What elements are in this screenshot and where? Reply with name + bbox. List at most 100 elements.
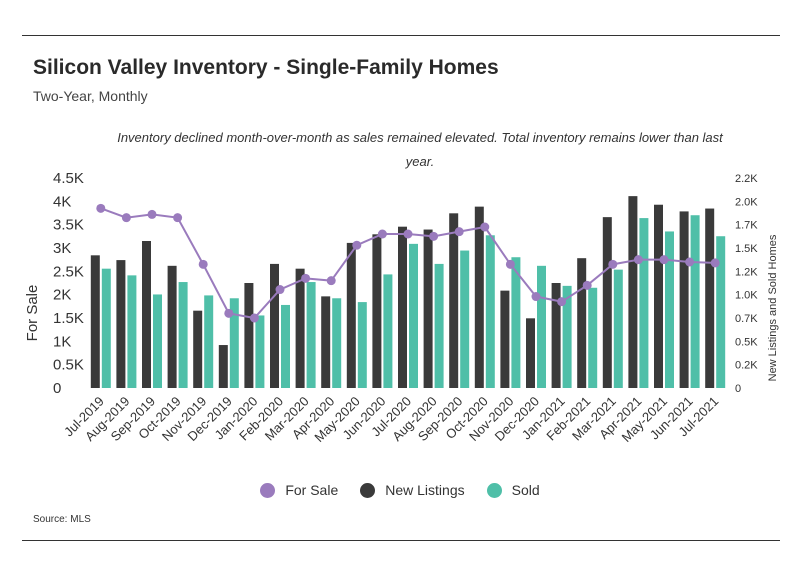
point-for-sale [531,292,541,302]
legend-item-new-listings: New Listings [360,482,465,498]
bar-new-listings [423,229,433,388]
bar-sold [613,269,623,388]
bar-sold [332,298,342,388]
y-tick-label: 1.5K [53,310,84,327]
bar-new-listings [321,296,331,388]
bar-sold [204,295,214,388]
legend: For Sale New Listings Sold [0,482,800,498]
bar-new-listings [602,217,612,388]
chart-subtitle: Two-Year, Monthly [33,88,148,104]
y-tick-label: 3.5K [53,217,84,234]
point-for-sale [403,229,413,239]
y2-tick-label: 0.2K [735,360,758,372]
point-for-sale [505,259,515,269]
bar-new-listings [398,226,407,388]
line-for-sale [100,207,716,320]
point-for-sale [685,257,695,267]
bar-sold [460,250,470,388]
bar-new-listings [474,206,484,388]
bar-sold [716,236,726,388]
bar-new-listings [654,204,663,388]
bar-sold [357,302,367,388]
point-for-sale [326,276,336,286]
legend-label-new-listings: New Listings [385,482,465,498]
y-tick-label: 4K [53,193,71,210]
bar-new-listings [346,242,356,388]
y2-tick-label: 0.5K [735,336,758,348]
bar-new-listings [705,208,715,388]
bar-sold [537,265,546,388]
legend-item-for-sale: For Sale [260,482,338,498]
y2-tick-label: 2.2K [735,173,758,185]
bar-new-listings [577,258,587,388]
bar-sold [127,275,137,388]
bar-new-listings [218,345,228,388]
point-for-sale [377,229,387,239]
legend-label-sold: Sold [511,482,540,498]
bar-new-listings [551,283,561,388]
legend-label-for-sale: For Sale [285,482,339,498]
bar-new-listings [500,290,510,388]
point-for-sale [710,258,720,268]
y2-tick-label: 1.2K [735,266,758,278]
point-for-sale [275,285,285,295]
bar-sold [639,218,649,388]
bar-new-listings [90,255,100,388]
chart-annotation: Inventory declined month-over-month as s… [117,130,723,169]
chart-svg: 0 0.5K 1K 1.5K 2K 2.5K 3K 3.5K 4K 4.5K 0 0.2K 0.5K 0.… [24,170,779,445]
bar-new-listings [270,263,279,388]
bar-new-listings [167,265,177,388]
bar-new-listings [142,241,151,388]
source-note: Source: MLS [33,514,91,525]
bar-new-listings [116,260,126,388]
point-for-sale [147,209,157,219]
y-tick-label: 2K [53,287,71,304]
point-for-sale [249,313,259,323]
point-for-sale [557,297,567,307]
bar-sold [409,243,418,388]
legend-swatch-for-sale [260,482,276,498]
y-axis-title: For Sale [24,285,41,342]
bar-sold [153,294,162,388]
bar-sold [383,274,393,388]
point-for-sale [121,213,131,223]
bar-sold [281,304,290,388]
point-for-sale [224,308,234,318]
bar-sold [690,215,700,388]
point-for-sale [173,213,183,223]
point-for-sale [429,231,439,241]
top-rule [22,35,780,36]
y-tick-label: 4.5K [53,170,84,187]
legend-swatch-new-listings [360,482,376,498]
bar-sold [562,285,572,388]
y2-tick-label: 1.7K [735,220,758,232]
bar-new-listings [372,234,382,388]
point-for-sale [198,259,208,269]
y2-tick-label: 0.7K [735,313,758,325]
point-for-sale [659,255,669,265]
point-for-sale [352,240,362,250]
y-tick-label: 1K [53,333,71,350]
bar-sold [101,268,111,388]
bar-new-listings [449,213,459,388]
bar-sold [306,282,316,388]
y-tick-label: 3K [53,240,71,257]
y2-axis-title: New Listings and Sold Homes [767,234,779,381]
bar-new-listings [526,318,535,388]
bar-sold [178,282,188,388]
y2-tick-label: 0 [735,383,741,395]
y-tick-label: 0 [53,380,61,397]
y2-tick-label: 1.5K [735,243,758,255]
point-for-sale [480,222,490,232]
y2-tick-label: 1.0K [735,290,758,302]
bar-sold [229,298,239,388]
bar-new-listings [628,196,638,388]
bar-new-listings [244,283,254,388]
chart-title: Silicon Valley Inventory - Single-Family… [33,56,499,79]
bar-sold [511,257,521,388]
bar-sold [255,315,265,388]
point-for-sale [582,280,592,290]
point-for-sale [633,255,643,265]
bar-sold [588,287,598,388]
y2-tick-label: 2.0K [735,196,758,208]
